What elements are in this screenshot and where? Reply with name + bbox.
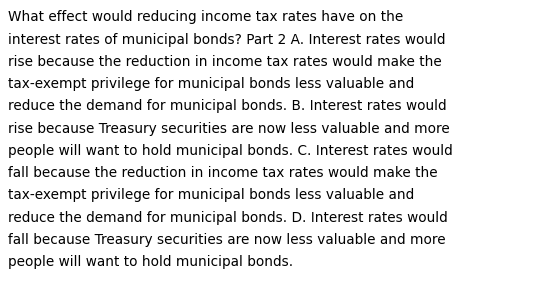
Text: fall because Treasury securities are now less valuable and more: fall because Treasury securities are now… (8, 233, 446, 247)
Text: rise because the reduction in income tax rates would make the: rise because the reduction in income tax… (8, 55, 442, 69)
Text: people will want to hold municipal bonds. C. Interest rates would: people will want to hold municipal bonds… (8, 144, 453, 158)
Text: tax-exempt privilege for municipal bonds less valuable and: tax-exempt privilege for municipal bonds… (8, 77, 415, 91)
Text: interest rates of municipal bonds? Part 2 A. Interest rates would: interest rates of municipal bonds? Part … (8, 33, 446, 47)
Text: tax-exempt privilege for municipal bonds less valuable and: tax-exempt privilege for municipal bonds… (8, 188, 415, 202)
Text: people will want to hold municipal bonds.: people will want to hold municipal bonds… (8, 255, 294, 269)
Text: rise because Treasury securities are now less valuable and more: rise because Treasury securities are now… (8, 122, 450, 136)
Text: reduce the demand for municipal bonds. B. Interest rates would: reduce the demand for municipal bonds. B… (8, 99, 447, 113)
Text: fall because the reduction in income tax rates would make the: fall because the reduction in income tax… (8, 166, 438, 180)
Text: What effect would reducing income tax rates have on the: What effect would reducing income tax ra… (8, 10, 403, 24)
Text: reduce the demand for municipal bonds. D. Interest rates would: reduce the demand for municipal bonds. D… (8, 211, 448, 225)
